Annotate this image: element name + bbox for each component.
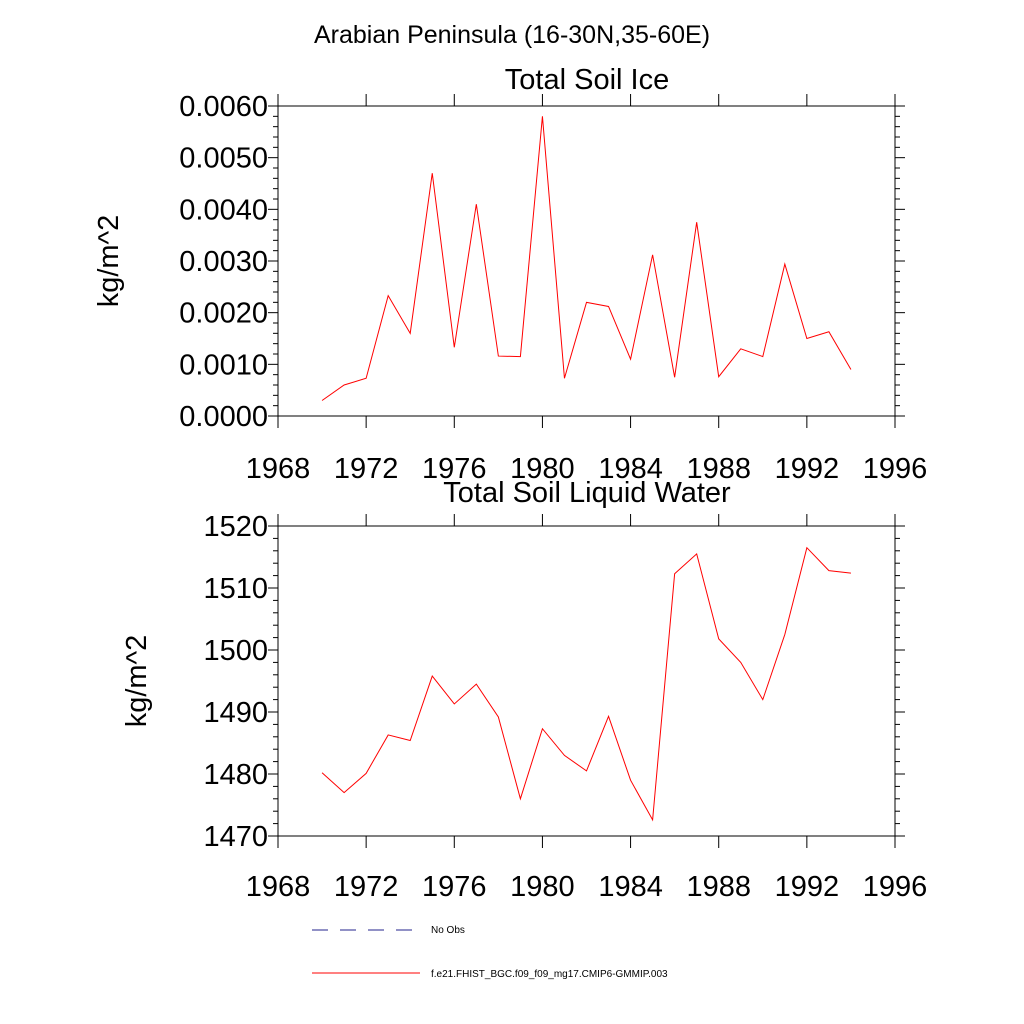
x-tick-label: 1992 — [775, 871, 840, 903]
y-tick-label: 1500 — [203, 635, 268, 667]
y-tick-label: 0.0010 — [179, 349, 268, 381]
chart-panel-soil-ice: Total Soil Ice kg/m^2 0.0000 0.0010 0.0020… — [93, 64, 927, 485]
x-tick-label: 1992 — [775, 453, 840, 485]
x-tick-label: 1996 — [863, 453, 928, 485]
plot-frame — [277, 105, 896, 417]
x-tick-label: 1980 — [510, 871, 575, 903]
y-tick-label: 0.0000 — [179, 401, 268, 433]
x-tick-label: 1976 — [422, 453, 487, 485]
x-tick-label: 1984 — [598, 453, 663, 485]
x-tick-label: 1968 — [246, 453, 311, 485]
x-tick-label: 1968 — [246, 871, 311, 903]
legend: No Obs f.e21.FHIST_BGC.f09_f09_mg17.CMIP… — [312, 925, 668, 980]
plot-frame — [277, 525, 896, 837]
y-tick-label: 0.0060 — [179, 91, 268, 123]
chart-title: Total Soil Liquid Water — [443, 477, 731, 509]
chart-panel-soil-liquid-water: Total Soil Liquid Water kg/m^2 1470 1480 1… — [121, 477, 927, 903]
x-tick-label: 1988 — [686, 453, 751, 485]
chart-title: Total Soil Ice — [505, 64, 669, 96]
y-tick-label: 0.0040 — [179, 194, 268, 226]
y-tick-label: 1470 — [203, 821, 268, 853]
x-tick-label: 1988 — [686, 871, 751, 903]
series-line — [321, 116, 852, 401]
y-axis-label: kg/m^2 — [121, 635, 153, 728]
x-tick-label: 1996 — [863, 871, 928, 903]
y-axis-label: kg/m^2 — [93, 215, 125, 308]
legend-label-no-obs: No Obs — [431, 925, 465, 936]
y-tick-label: 1520 — [203, 511, 268, 543]
legend-label-model: f.e21.FHIST_BGC.f09_f09_mg17.CMIP6-GMMIP… — [431, 969, 668, 980]
y-tick-label: 1510 — [203, 573, 268, 605]
x-tick-label: 1976 — [422, 871, 487, 903]
x-tick-label: 1972 — [334, 871, 399, 903]
series-line — [321, 546, 851, 822]
x-tick-label: 1972 — [334, 453, 399, 485]
figure-title: Arabian Peninsula (16-30N,35-60E) — [314, 21, 710, 49]
y-tick-label: 1480 — [203, 759, 268, 791]
x-tick-label: 1984 — [598, 871, 663, 903]
x-tick-label: 1980 — [510, 453, 575, 485]
y-tick-label: 1490 — [203, 697, 268, 729]
y-tick-label: 0.0030 — [179, 246, 268, 278]
y-tick-label: 0.0050 — [179, 143, 268, 175]
y-tick-label: 0.0020 — [179, 298, 268, 330]
